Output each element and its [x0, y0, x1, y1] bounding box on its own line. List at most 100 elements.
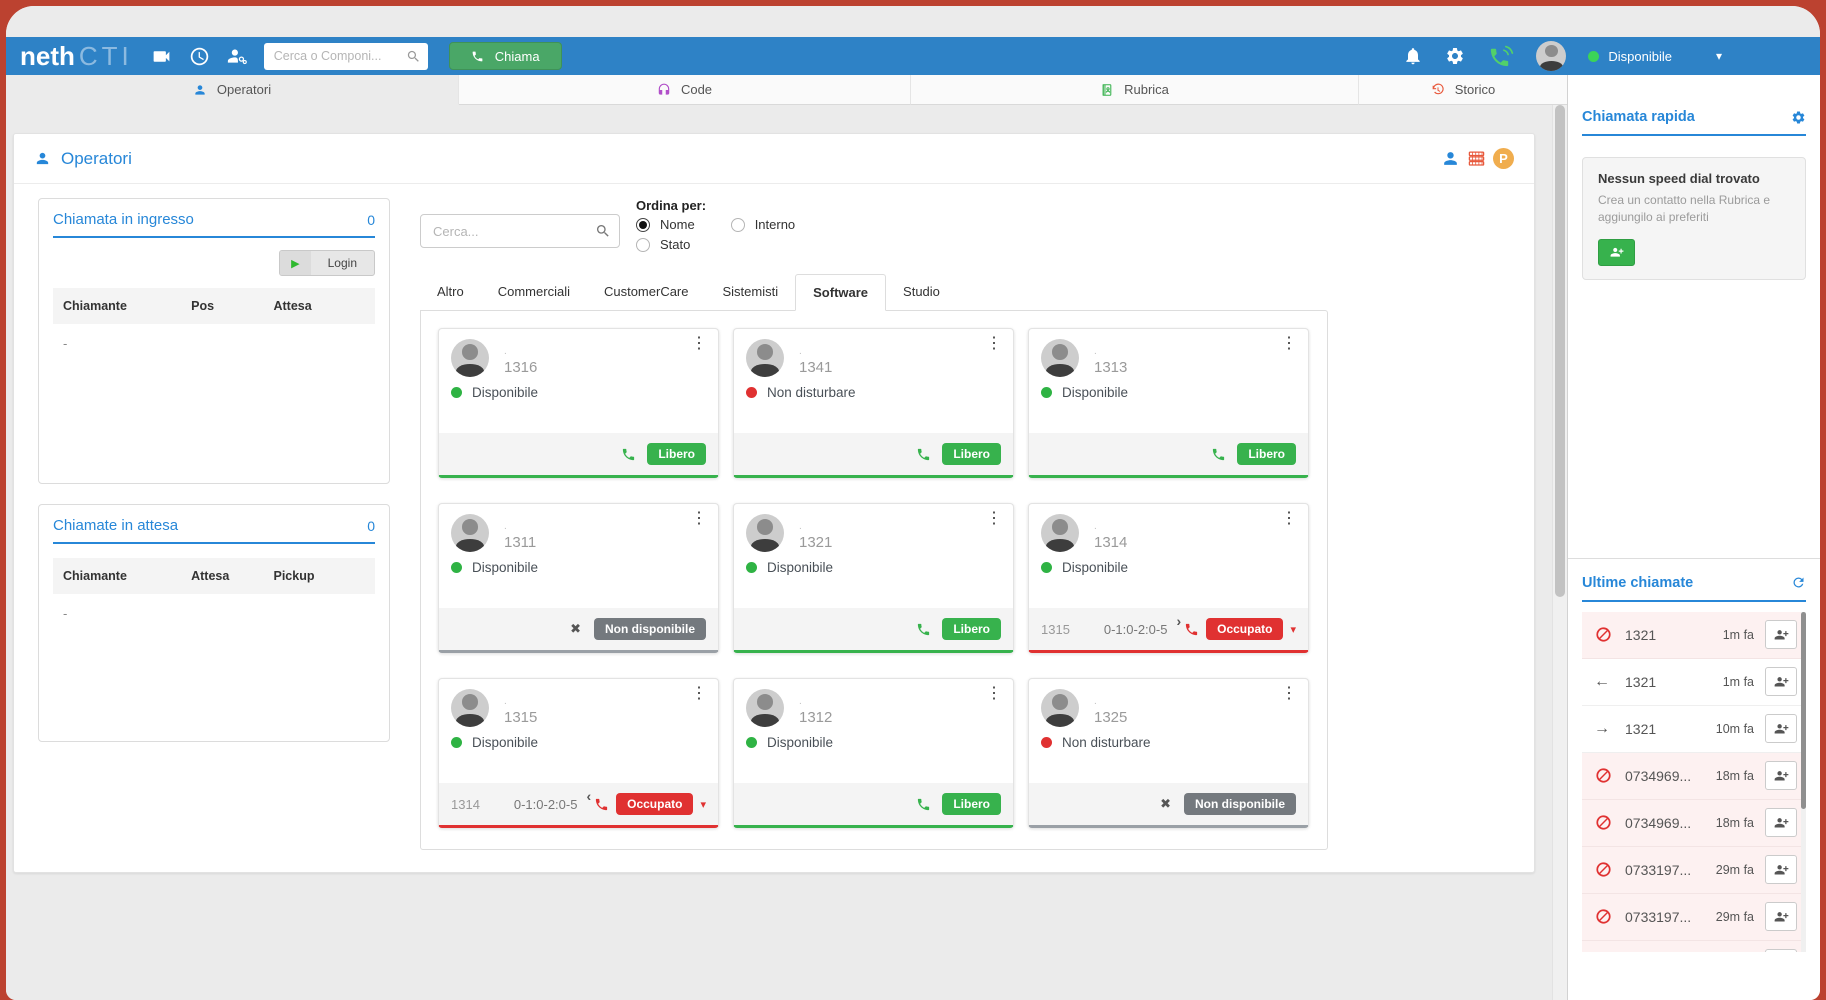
operator-avatar — [451, 514, 489, 552]
add-contact-button[interactable] — [1765, 714, 1797, 744]
recent-call-row[interactable]: 0734969... 18m fa — [1582, 752, 1806, 800]
gear-icon[interactable] — [1445, 46, 1465, 66]
kebab-menu-icon[interactable]: ⋮ — [1281, 685, 1297, 702]
incoming-calls-panel: Chiamata in ingresso 0 ▶ Login — [38, 198, 390, 484]
sort-option-nome[interactable]: Nome — [636, 217, 695, 232]
bell-icon[interactable] — [1403, 46, 1423, 66]
recent-call-row[interactable]: ← 1321 1m fa — [1582, 658, 1806, 706]
presence-dot-icon — [746, 387, 757, 398]
recent-call-row[interactable]: 0733197... 29m fa — [1582, 893, 1806, 941]
parking-icon[interactable]: P — [1493, 148, 1514, 169]
call-button[interactable]: Chiama — [448, 42, 562, 70]
operator-name: . — [799, 696, 802, 707]
phone-icon[interactable] — [1184, 622, 1199, 637]
group-tab-sistemisti[interactable]: Sistemisti — [722, 284, 779, 299]
caret-down-icon[interactable]: ▾ — [1290, 623, 1296, 636]
recent-call-row[interactable]: → 1321 10m fa — [1582, 705, 1806, 753]
nav-tab-code[interactable]: Code — [459, 75, 911, 105]
group-tab-altro[interactable]: Altro — [437, 284, 464, 299]
kebab-menu-icon[interactable]: ⋮ — [691, 685, 707, 702]
queues-view-icon[interactable] — [1467, 149, 1486, 168]
waiting-calls-panel: Chiamate in attesa 0 Chiamante Attesa Pi… — [38, 504, 390, 742]
group-tab-commerciali[interactable]: Commerciali — [497, 284, 570, 299]
group-tab-customercare[interactable]: CustomerCare — [603, 284, 689, 299]
add-contact-button[interactable] — [1765, 902, 1797, 932]
status-badge[interactable]: Libero — [942, 618, 1001, 640]
add-contact-button[interactable] — [1765, 620, 1797, 650]
list-scrollbar-thumb[interactable] — [1801, 611, 1806, 809]
status-badge[interactable]: Non disponibile — [1184, 793, 1296, 815]
nav-tab-storico[interactable]: Storico — [1359, 75, 1567, 105]
kebab-menu-icon[interactable]: ⋮ — [986, 335, 1002, 352]
operator-name: . — [1094, 696, 1097, 707]
scrollbar-thumb[interactable] — [1555, 105, 1565, 598]
phone-icon[interactable] — [916, 447, 931, 462]
incoming-empty-row: - — [63, 336, 68, 351]
user-avatar[interactable] — [1536, 41, 1567, 71]
status-badge[interactable]: Non disponibile — [594, 618, 706, 640]
page-scrollbar[interactable] — [1552, 105, 1567, 1000]
call-number: 1321 — [1625, 720, 1657, 737]
kebab-menu-icon[interactable]: ⋮ — [986, 685, 1002, 702]
operator-search-input[interactable] — [420, 214, 620, 248]
presence-row: Disponibile — [451, 735, 706, 750]
kebab-menu-icon[interactable]: ⋮ — [1281, 335, 1297, 352]
radio-icon[interactable] — [636, 217, 650, 232]
operator-avatar — [451, 689, 489, 727]
kebab-menu-icon[interactable]: ⋮ — [986, 510, 1002, 527]
operators-area: Ordina per: Nome Interno Stato Altro Commer… — [420, 198, 1510, 850]
kebab-menu-icon[interactable]: ⋮ — [691, 510, 707, 527]
add-contact-button[interactable] — [1765, 855, 1797, 885]
phone-icon[interactable] — [1211, 447, 1226, 462]
refresh-icon[interactable] — [1791, 575, 1806, 590]
add-contact-button[interactable] — [1598, 238, 1635, 266]
nav-tab-rubrica[interactable]: Rubrica — [911, 75, 1359, 105]
add-contact-button[interactable] — [1765, 761, 1797, 791]
group-tab-software[interactable]: Software — [795, 274, 887, 311]
group-tab-studio[interactable]: Studio — [903, 284, 940, 299]
phone-icon[interactable] — [594, 797, 609, 812]
recent-call-row[interactable]: 1321 1m fa — [1582, 611, 1806, 659]
speed-dial-empty-card: Nessun speed dial trovato Crea un contat… — [1582, 157, 1806, 280]
sort-label: Ordina per: — [636, 198, 707, 213]
status-badge[interactable]: Occupato — [1206, 618, 1284, 640]
login-button[interactable]: ▶ Login — [279, 250, 375, 276]
radio-icon[interactable] — [636, 237, 650, 252]
add-contact-button[interactable] — [1765, 808, 1797, 838]
add-contact-button[interactable] — [1765, 949, 1797, 952]
recent-call-row[interactable]: 0734969... 18m fa — [1582, 799, 1806, 847]
caret-down-icon[interactable]: ▾ — [700, 798, 706, 811]
nav-tab-operatori[interactable]: Operatori — [6, 75, 459, 105]
radio-icon[interactable] — [730, 217, 745, 232]
gear-icon[interactable] — [1791, 110, 1806, 125]
operators-view-icon[interactable] — [1441, 149, 1460, 168]
status-badge[interactable]: Libero — [942, 443, 1001, 465]
search-input[interactable] — [263, 42, 428, 70]
phone-connected-icon[interactable] — [1487, 43, 1514, 70]
recent-call-row[interactable] — [1582, 940, 1806, 952]
sort-option-stato[interactable]: Stato — [636, 237, 695, 252]
operator-avatar — [1041, 514, 1079, 552]
list-scrollbar[interactable] — [1801, 611, 1806, 952]
call-time: 29m fa — [1715, 909, 1754, 924]
status-badge[interactable]: Libero — [647, 443, 706, 465]
x-icon: ✖ — [570, 621, 581, 636]
operator-name: . — [1094, 521, 1097, 532]
status-badge[interactable]: Occupato — [616, 793, 694, 815]
phone-icon[interactable] — [916, 797, 931, 812]
caret-down-icon[interactable]: ▾ — [1715, 49, 1722, 63]
phone-icon[interactable] — [916, 622, 931, 637]
kebab-menu-icon[interactable]: ⋮ — [1281, 510, 1297, 527]
recent-call-row[interactable]: 0733197... 29m fa — [1582, 846, 1806, 894]
status-badge[interactable]: Libero — [942, 793, 1001, 815]
clock-icon[interactable] — [189, 46, 210, 67]
phone-icon[interactable] — [621, 447, 636, 462]
add-contact-button[interactable] — [1765, 667, 1797, 697]
kebab-menu-icon[interactable]: ⋮ — [691, 335, 707, 352]
video-camera-icon[interactable] — [151, 46, 172, 67]
operator-card: ⋮. 1313 Disponibile Libero — [1028, 328, 1309, 478]
status-badge[interactable]: Libero — [1237, 443, 1296, 465]
user-status[interactable]: Disponibile — [1588, 49, 1672, 64]
operators-panel-icon[interactable] — [227, 46, 248, 67]
sort-option-interno[interactable]: Interno — [730, 217, 795, 232]
